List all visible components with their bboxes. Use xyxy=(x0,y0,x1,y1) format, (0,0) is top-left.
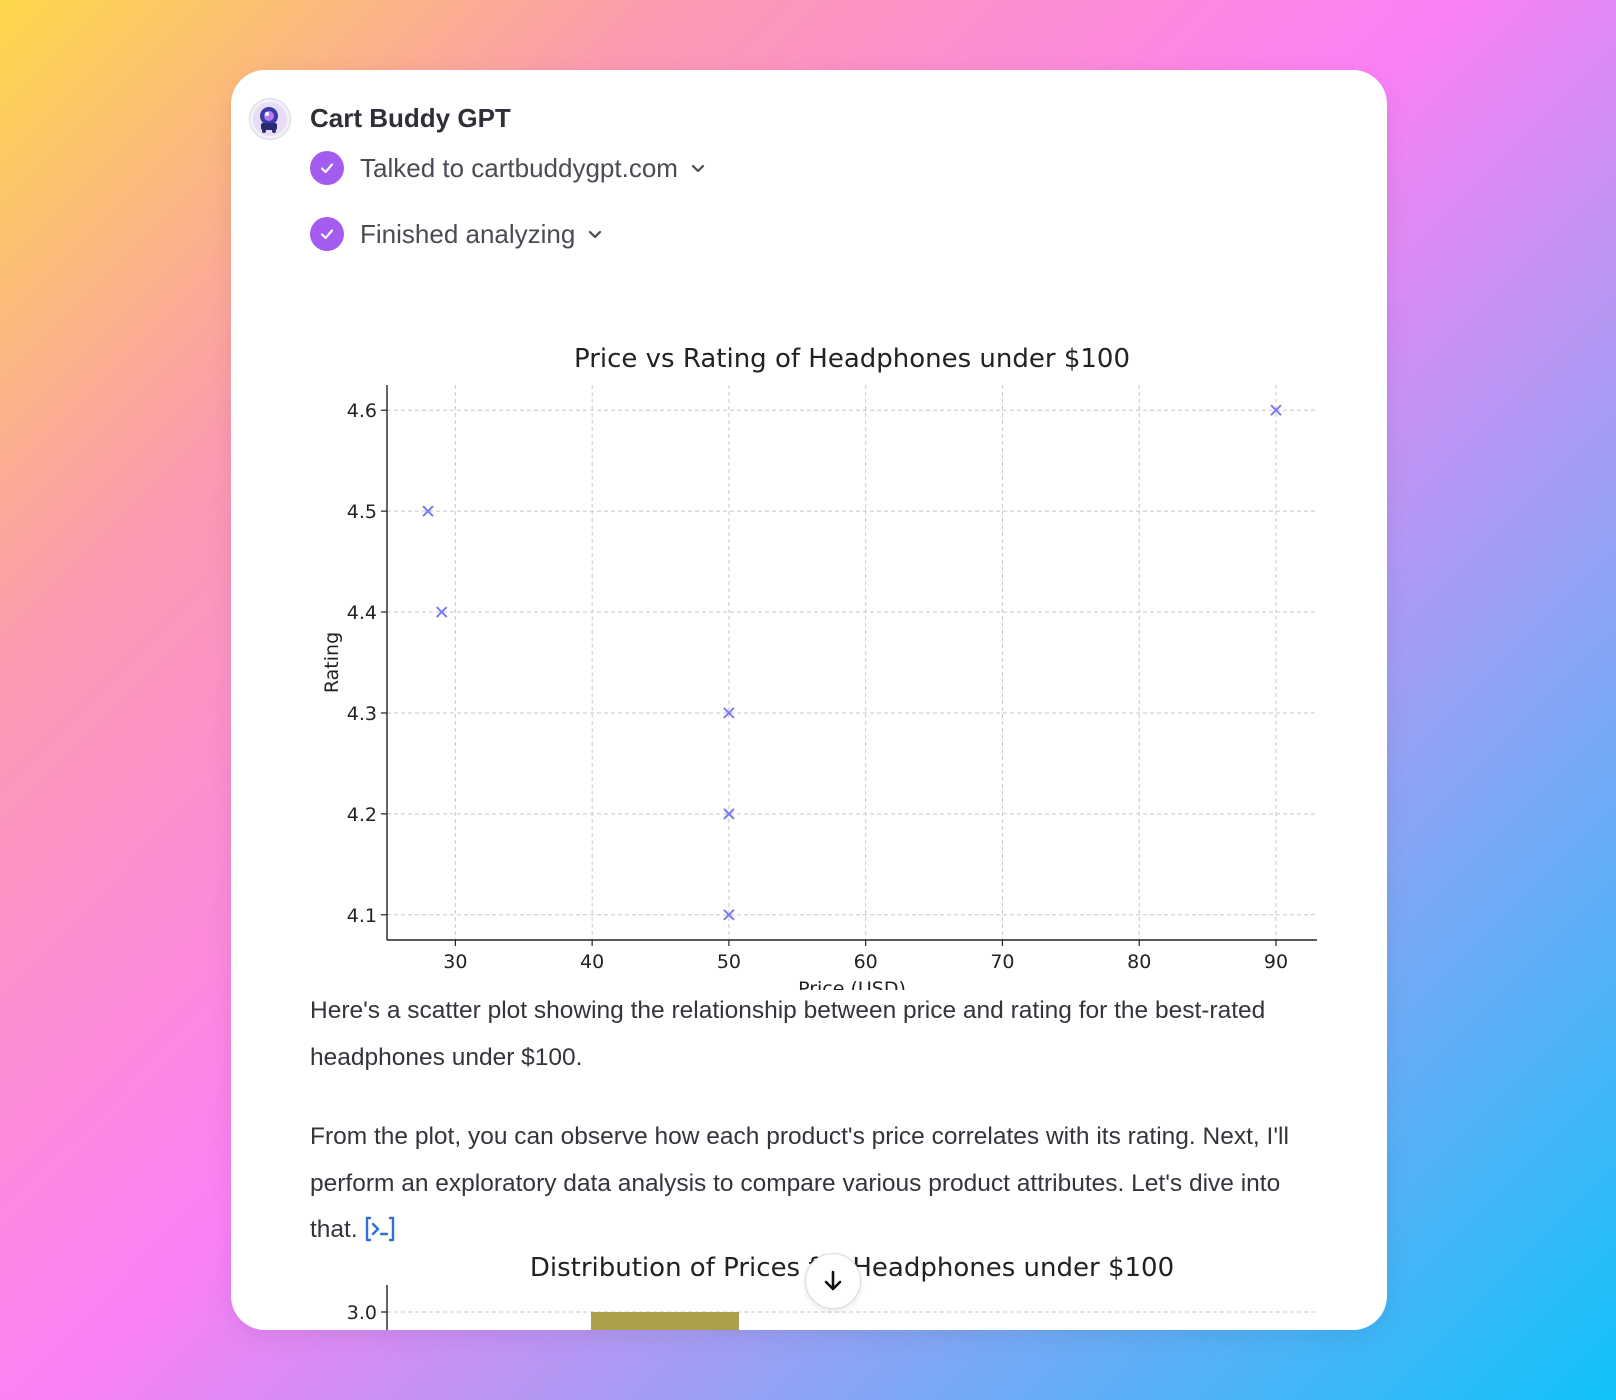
message-paragraph-2-text: From the plot, you can observe how each … xyxy=(310,1123,1289,1243)
message-paragraph-1: Here's a scatter plot showing the relati… xyxy=(310,997,1266,1071)
step-label: Finished analyzing xyxy=(360,218,576,249)
scatter-point xyxy=(723,808,735,820)
arrow-down-icon xyxy=(824,1270,842,1291)
scatter-point xyxy=(1270,404,1282,416)
chevron-down-icon[interactable] xyxy=(587,226,603,242)
y-tick-label: 4.2 xyxy=(347,804,377,826)
cart-buddy-logo-icon xyxy=(253,102,287,136)
step-talked-to[interactable]: Talked to cartbuddygpt.com xyxy=(310,150,706,186)
gpt-avatar[interactable] xyxy=(249,98,291,140)
chart-title: Price vs Rating of Headphones under $100 xyxy=(574,344,1130,374)
gpt-name: Cart Buddy GPT xyxy=(310,103,511,133)
x-tick-label: 60 xyxy=(854,951,878,973)
step-finished-analyzing[interactable]: Finished analyzing xyxy=(310,216,603,252)
x-tick-label: 70 xyxy=(990,951,1014,973)
x-tick-label: 90 xyxy=(1264,951,1288,973)
bar xyxy=(591,1312,739,1330)
code-interpreter-icon[interactable] xyxy=(364,1213,396,1260)
check-icon xyxy=(310,151,344,185)
chat-message-card: Cart Buddy GPT Talked to cartbuddygpt.co… xyxy=(231,70,1387,1330)
check-icon xyxy=(310,217,344,251)
y-tick-label: 4.3 xyxy=(347,703,377,725)
y-tick-label: 4.5 xyxy=(347,501,377,523)
y-tick-label: 4.1 xyxy=(347,905,377,927)
scatter-point xyxy=(435,606,448,618)
scatter-point xyxy=(422,505,434,517)
scatter-point xyxy=(723,909,735,921)
y-tick-label: 3.0 xyxy=(347,1302,377,1324)
message-paragraph-2: From the plot, you can observe how each … xyxy=(310,1114,1320,1260)
chevron-down-icon[interactable] xyxy=(690,160,706,176)
scatter-point xyxy=(723,707,735,719)
x-tick-label: 80 xyxy=(1127,951,1151,973)
x-tick-label: 40 xyxy=(580,951,604,973)
step-label: Talked to cartbuddygpt.com xyxy=(360,152,678,183)
y-axis-label: Rating xyxy=(321,632,343,693)
scatter-chart: Price vs Rating of Headphones under $100… xyxy=(321,344,1317,990)
x-tick-label: 50 xyxy=(717,951,741,973)
scroll-down-button[interactable] xyxy=(805,1253,861,1309)
x-tick-label: 30 xyxy=(443,951,467,973)
x-axis-label: Price (USD) xyxy=(798,978,906,990)
y-tick-label: 4.4 xyxy=(347,602,377,624)
y-tick-label: 4.6 xyxy=(347,400,377,422)
